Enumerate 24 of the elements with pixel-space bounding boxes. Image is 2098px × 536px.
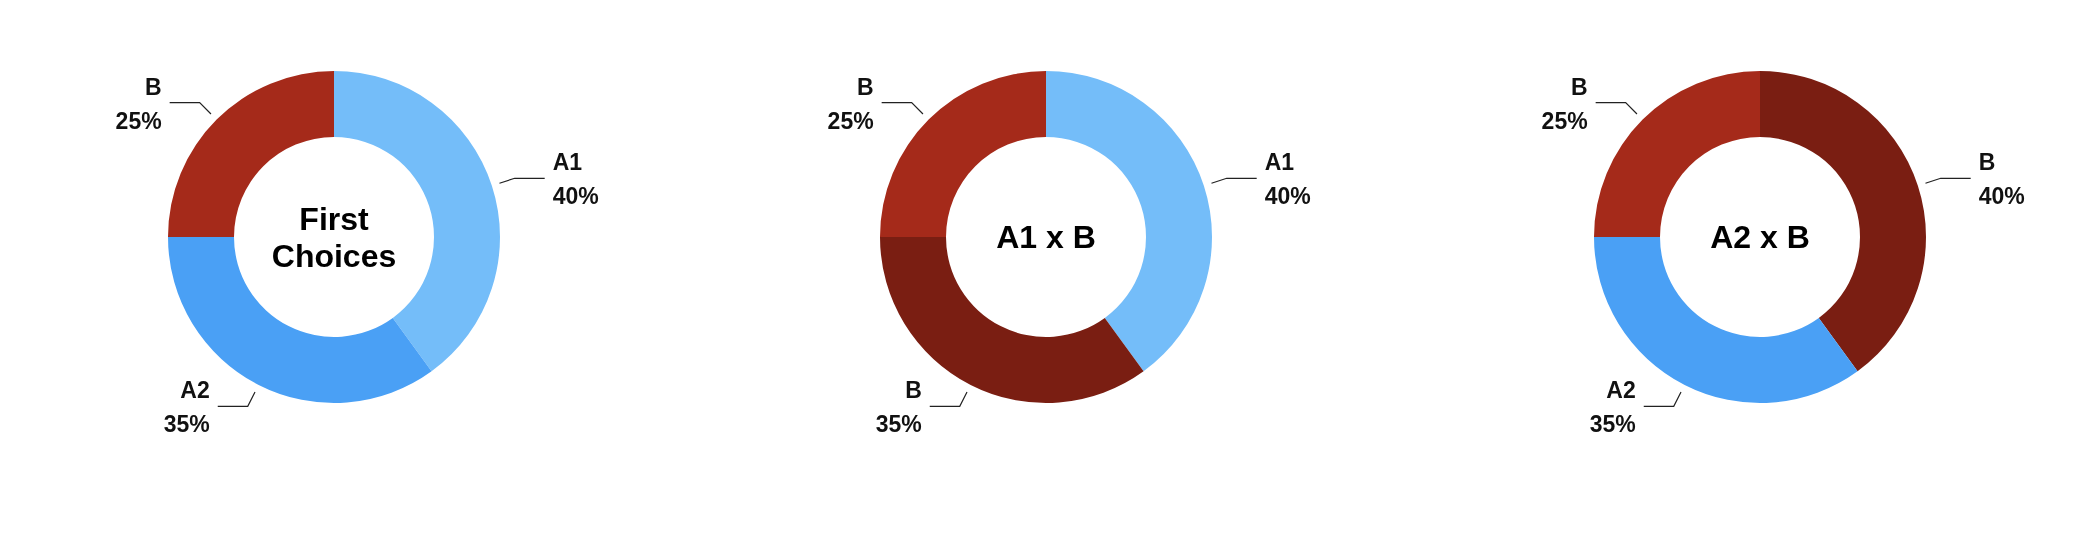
slice-label: B <box>905 377 922 404</box>
data-label: 40% <box>552 183 599 210</box>
slice-label: A1 <box>552 149 583 176</box>
data-label: 35% <box>1589 411 1636 438</box>
slice-label: B <box>1978 149 1996 176</box>
slice-label: B <box>1571 73 1588 100</box>
data-label: 40% <box>1264 183 1311 210</box>
text: A2 x B <box>1710 219 1810 256</box>
data-label: 25% <box>115 107 162 134</box>
data-label: 25% <box>827 107 874 134</box>
slice-label: B <box>145 73 162 100</box>
slice-label: A1 <box>1264 149 1295 176</box>
slice-label: A2 <box>180 377 210 404</box>
data-label: 40% <box>1978 183 2025 210</box>
data-label: 25% <box>1541 107 1588 134</box>
donut-slice <box>1760 71 1926 372</box>
slice-label: B <box>857 73 874 100</box>
data-label: 35% <box>163 411 210 438</box>
text: First Choices <box>271 200 397 274</box>
donut-slice <box>1046 71 1212 372</box>
slice-label: A2 <box>1606 377 1636 404</box>
data-label: 35% <box>875 411 922 438</box>
text: A1 x B <box>996 219 1096 256</box>
donut-slice <box>168 237 432 403</box>
